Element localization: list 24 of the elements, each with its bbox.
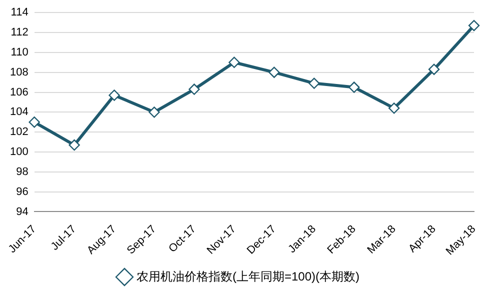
y-tick-label: 112 <box>10 26 28 39</box>
point <box>28 116 40 128</box>
y-tick-label: 98 <box>16 166 28 178</box>
point <box>388 102 400 114</box>
y-tick-label: 110 <box>10 46 28 58</box>
y-tick-label: 114 <box>10 6 28 19</box>
point <box>348 82 360 93</box>
y-tick-label: 102 <box>10 126 28 138</box>
y-tick-label: 96 <box>16 186 28 198</box>
point <box>468 20 480 32</box>
y-tick-label: 94 <box>16 206 28 218</box>
point <box>188 84 200 95</box>
y-tick-label: 100 <box>10 146 28 158</box>
point <box>268 66 280 78</box>
y-tick-label: 106 <box>10 86 28 98</box>
point <box>228 56 240 68</box>
point <box>308 78 320 89</box>
y-tick-label: 108 <box>10 66 28 78</box>
point <box>108 90 120 101</box>
y-tick-label: 104 <box>10 106 28 118</box>
point <box>148 106 160 118</box>
point <box>428 64 440 75</box>
legend-label: 农用机油价格指数(上年同期=100)(本期数) <box>136 269 360 284</box>
point <box>68 139 80 151</box>
